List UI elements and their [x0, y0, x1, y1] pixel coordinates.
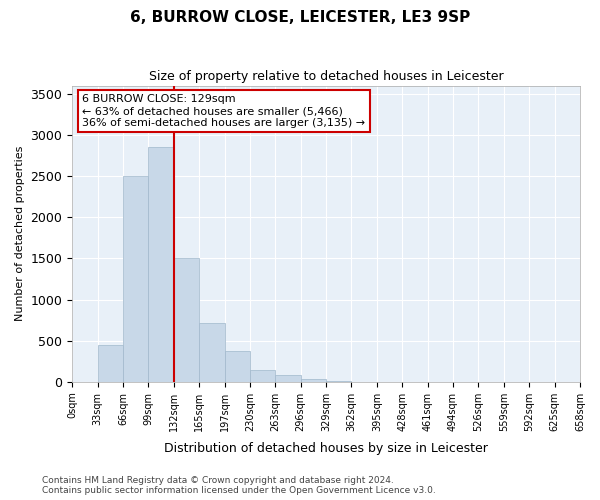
Text: 6 BURROW CLOSE: 129sqm
← 63% of detached houses are smaller (5,466)
36% of semi-: 6 BURROW CLOSE: 129sqm ← 63% of detached… — [82, 94, 365, 128]
Bar — [123, 176, 148, 382]
Bar — [98, 345, 123, 382]
Bar — [301, 378, 326, 382]
Title: Size of property relative to detached houses in Leicester: Size of property relative to detached ho… — [149, 70, 503, 83]
X-axis label: Distribution of detached houses by size in Leicester: Distribution of detached houses by size … — [164, 442, 488, 455]
Bar — [224, 350, 250, 382]
Bar — [250, 370, 275, 382]
Text: Contains HM Land Registry data © Crown copyright and database right 2024.
Contai: Contains HM Land Registry data © Crown c… — [42, 476, 436, 495]
Bar — [174, 258, 199, 382]
Y-axis label: Number of detached properties: Number of detached properties — [15, 146, 25, 322]
Bar — [148, 148, 174, 382]
Bar — [275, 375, 301, 382]
Text: 6, BURROW CLOSE, LEICESTER, LE3 9SP: 6, BURROW CLOSE, LEICESTER, LE3 9SP — [130, 10, 470, 25]
Bar — [199, 322, 224, 382]
